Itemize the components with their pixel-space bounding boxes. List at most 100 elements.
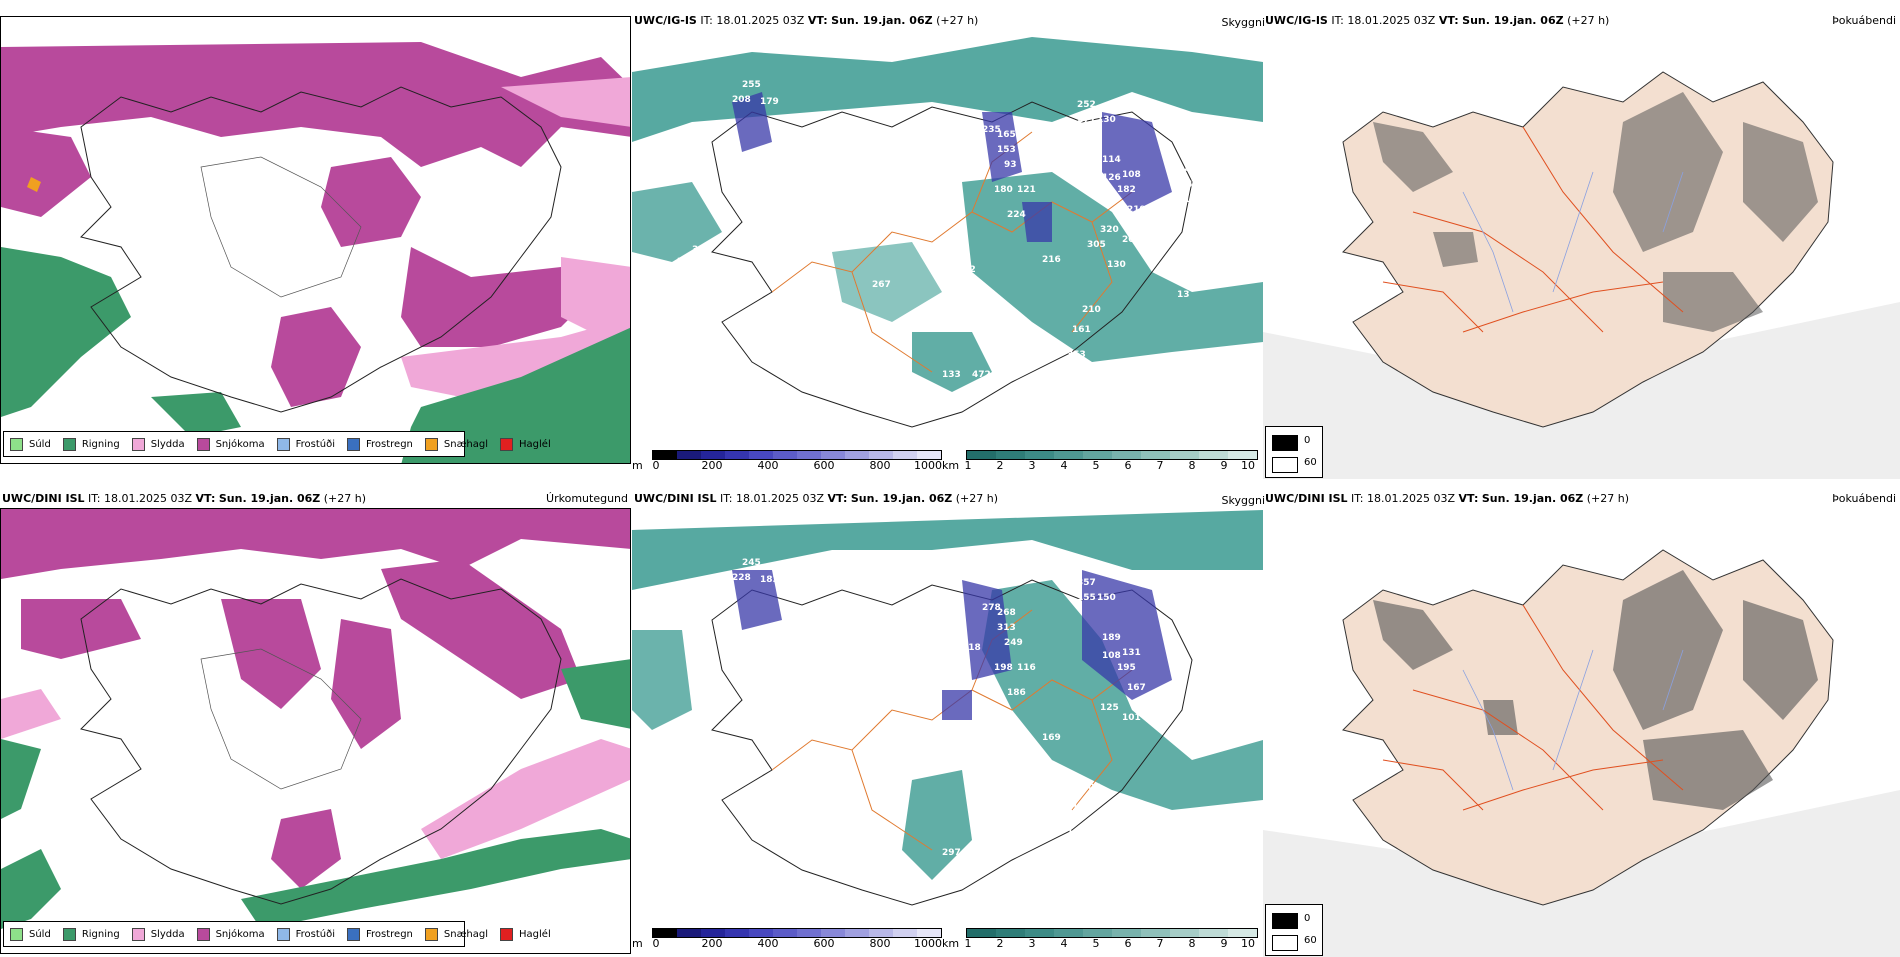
panel-header: UWC/IG-IS IT: 18.01.2025 03Z VT: Sun. 19…	[1265, 14, 1610, 27]
snow-depth-label: 155	[692, 723, 711, 733]
snow-depth-colorbar-step	[749, 451, 773, 459]
rain-area	[1, 247, 131, 417]
snow-depth-label: 145	[1067, 828, 1086, 838]
snow-depth-label: 189	[1102, 633, 1121, 643]
snow-depth-colorbar-step	[821, 929, 845, 937]
snow-area	[1, 509, 630, 579]
snow-depth-label: 118	[962, 643, 981, 653]
visibility-colorbar-step	[1112, 929, 1141, 937]
row-dini-isl: UWC/DINI ISL IT: 18.01.2025 03Z VT: Sun.…	[0, 492, 1900, 957]
snow-depth-label: 101	[1122, 713, 1141, 723]
snow-depth-label: 133	[942, 370, 961, 380]
snow-depth-label: 180	[994, 185, 1013, 195]
snow-depth-colorbar-step	[917, 451, 941, 459]
snow-depth-label: 159	[1072, 803, 1091, 813]
iceland-coastline	[711, 579, 1193, 906]
snow-depth-label: 278	[982, 603, 1001, 613]
visibility-map[interactable]: 255 208 179 94 339 285 267 142 133 472 165 153 93 121…	[632, 32, 1263, 456]
snow-depth-colorbar-step	[701, 451, 725, 459]
valid-time: Sun. 19.jan. 06Z	[1462, 14, 1564, 27]
glacier-outline	[200, 156, 362, 298]
fog-legend: 0 60	[1265, 426, 1323, 478]
model-name: UWC/IG-IS	[634, 14, 697, 27]
snow-depth-labels: 255 208 179 94 339 285 267 142 133 472 165 153 93 121…	[677, 80, 1203, 380]
legend-item-drizzle: Súld	[10, 437, 51, 451]
precip-type-legend: Súld Rigning Slydda Snjókoma Frostúði Fr…	[3, 921, 551, 947]
snow-depth-label: 91	[972, 848, 985, 858]
visibility-colorbar-step	[1141, 451, 1170, 459]
snow-depth-label: 161	[1072, 325, 1091, 335]
visibility-colorbar-step	[1054, 929, 1083, 937]
glacier-outline	[200, 648, 362, 790]
rain-area	[241, 829, 630, 929]
snow-depth-label: 121	[1017, 185, 1036, 195]
snow-depth-colorbar-step	[725, 929, 749, 937]
snow-depth-label: 142	[957, 265, 976, 275]
field-title: Úrkomutegund	[546, 492, 628, 505]
snow-depth-label: 320	[1100, 225, 1119, 235]
snow-depth-label: 305	[1087, 240, 1106, 250]
visibility-colorbar: km 1 2 3 4 5 6 7 8 9 10	[942, 923, 1260, 951]
snow-depth-label: 472	[972, 370, 991, 380]
snow-depth-label: 89	[677, 735, 690, 745]
snow-area	[271, 809, 341, 889]
fog-map[interactable]	[1263, 510, 1900, 957]
snow-depth-colorbar-step	[845, 929, 869, 937]
snow-depth-label: 353	[1067, 350, 1086, 360]
snow-depth-label: 249	[1004, 638, 1023, 648]
snow-depth-label: 102	[1184, 195, 1203, 205]
sleet-area	[401, 317, 630, 397]
snow-area	[271, 307, 361, 407]
rain-area	[1, 739, 41, 819]
precip-map[interactable]: Súld Rigning Slydda Snjókoma Frostúði Fr…	[0, 16, 631, 464]
snow-depth-label: 285	[677, 257, 696, 267]
snow-depth-colorbar-step	[773, 929, 797, 937]
fog-map[interactable]	[1263, 32, 1900, 479]
snow-depth-colorbar-step	[893, 929, 917, 937]
snow-depth-label: 313	[997, 623, 1016, 633]
snow-depth-label: 252	[1077, 100, 1096, 110]
snow-depth-label: 93	[1004, 160, 1017, 170]
init-time: 18.01.2025 03Z	[1347, 14, 1436, 27]
snow-depth-label: 13	[1177, 290, 1190, 300]
snow-depth-label: 130	[1107, 260, 1126, 270]
visibility-colorbar-step	[996, 929, 1025, 937]
precip-type-legend: Súld Rigning Slydda Snjókoma Frostúði Fr…	[3, 431, 551, 457]
snow-depth-label: 108	[1102, 651, 1121, 661]
visibility-colorbar-step	[1170, 929, 1199, 937]
snow-depth-colorbar: m 0 200 400 600 800 1000	[632, 923, 942, 951]
legend-item-freezing-drizzle: Frostúði	[276, 927, 335, 941]
snow-depth-label: 255	[742, 80, 761, 90]
snow-depth-label: 202	[1122, 235, 1141, 245]
precip-map[interactable]: Súld Rigning Slydda Snjókoma Frostúði Fr…	[0, 508, 631, 954]
snow-depth-label: 271	[1077, 115, 1096, 125]
snow-depth-label: 186	[1007, 688, 1026, 698]
visibility-colorbar-step	[1083, 929, 1112, 937]
visibility-colorbar-step	[1054, 451, 1083, 459]
snow-area	[1, 127, 91, 217]
snow-depth-label: 150	[1097, 593, 1116, 603]
rain-area	[151, 392, 241, 437]
road-network	[1382, 604, 1684, 811]
lead-time: (+27 h)	[936, 14, 979, 27]
snow-depth-colorbar-step	[653, 451, 677, 459]
snow-depth-colorbar-step	[701, 929, 725, 937]
visibility-colorbar-step	[967, 929, 996, 937]
snow-depth-label: 104	[1172, 165, 1191, 175]
snow-depth-label: 325	[957, 743, 976, 753]
snow-depth-label: 153	[997, 145, 1016, 155]
model-name: UWC/IG-IS	[1265, 14, 1328, 27]
snow-depth-label: 228	[732, 573, 751, 583]
visibility-colorbar-step	[1025, 451, 1054, 459]
sleet-area	[421, 739, 630, 859]
snow-depth-label: 208	[732, 95, 751, 105]
valid-time: Sun. 19.jan. 06Z	[831, 14, 933, 27]
init-time: 18.01.2025 03Z	[1367, 492, 1456, 505]
legend-item-freezing-drizzle: Frostúði	[276, 437, 335, 451]
snow-depth-label: 123	[962, 165, 981, 175]
visibility-map[interactable]: 245 228 183 304 155 89 142 325 297 91 268 313 249 116…	[632, 510, 1263, 934]
snow-depth-label: 198	[994, 663, 1013, 673]
snow-depth-label: 357	[1077, 578, 1096, 588]
snow-depth-colorbar-step	[797, 451, 821, 459]
